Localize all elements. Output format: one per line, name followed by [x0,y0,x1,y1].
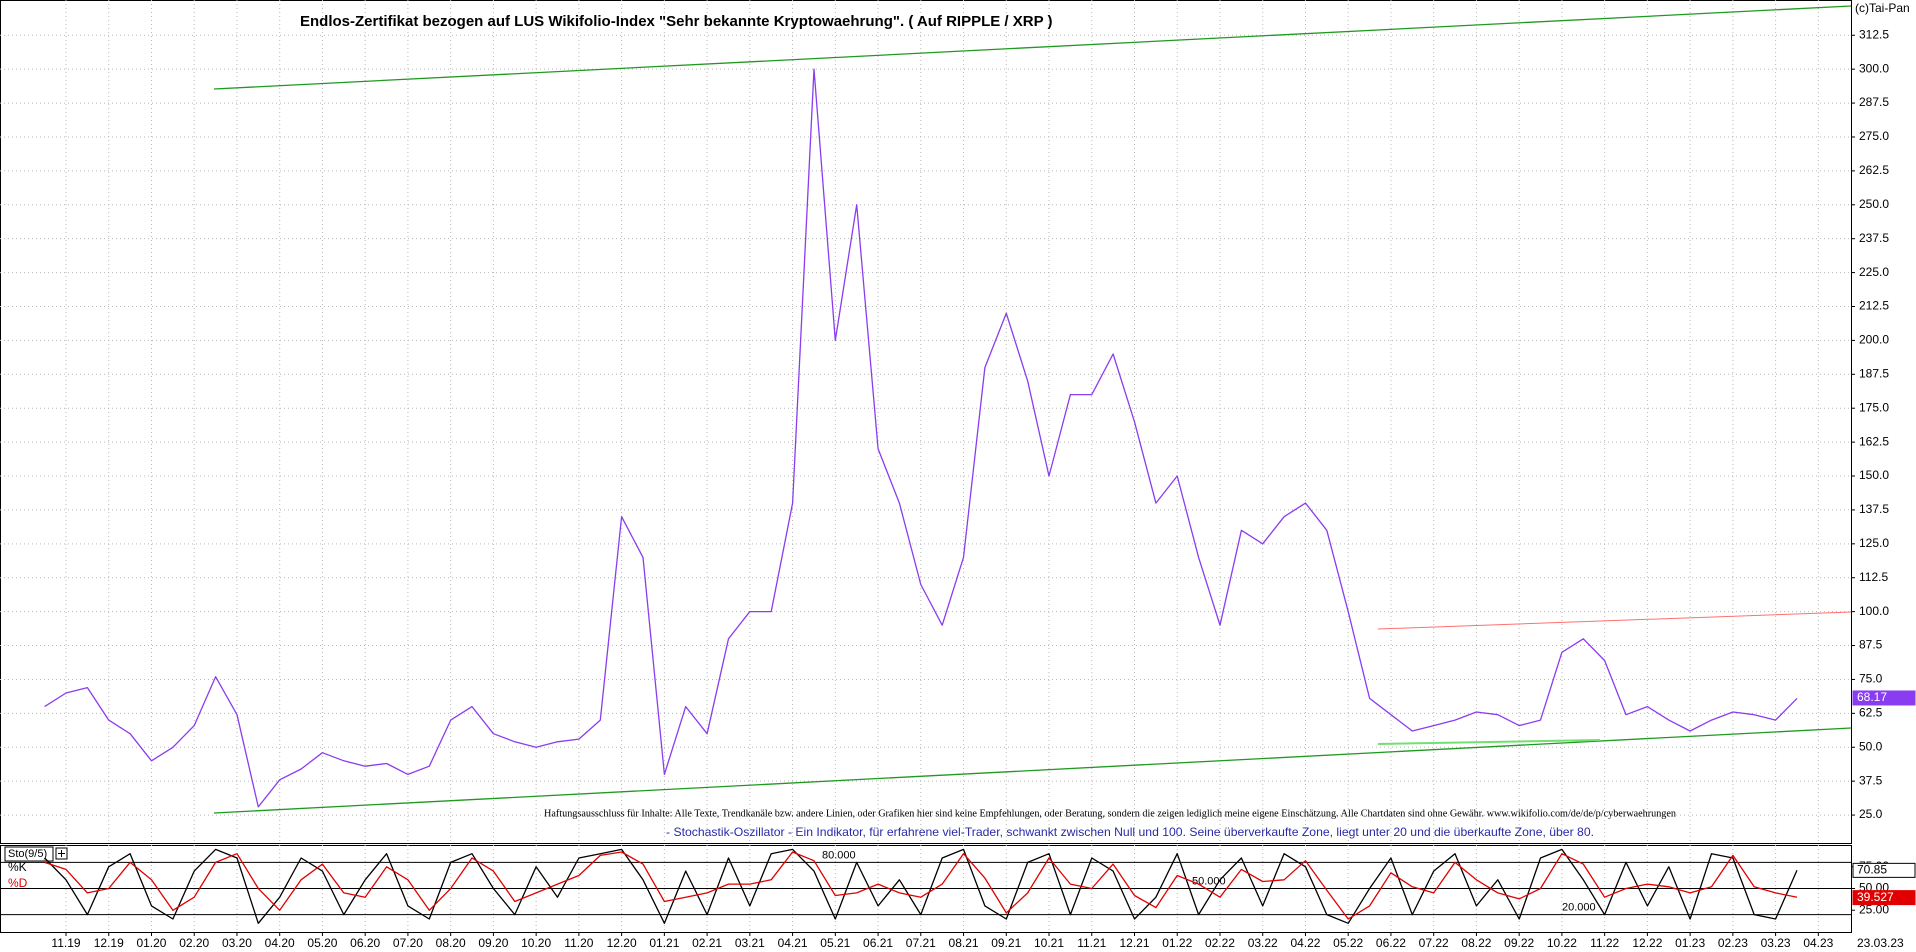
last-value-box [1852,890,1916,906]
x-tick-label: 05.21 [820,936,850,950]
y-tick-label: 175.0 [1859,400,1889,414]
x-tick-label: 03.23 [1761,936,1791,950]
x-tick-label: 02.23 [1718,936,1748,950]
legend-entry: %D [8,876,28,890]
y-tick-label: 125.0 [1859,536,1889,550]
chart-title: Endlos-Zertifikat bezogen auf LUS Wikifo… [300,13,1053,30]
price-panel-frame [0,0,1852,844]
y-tick-label: 200.0 [1859,333,1889,347]
last-value-label: 70.85 [1857,863,1887,877]
indicator-title: Sto(9/5) [8,848,47,860]
y-tick-label: 250.0 [1859,197,1889,211]
x-tick-label: 02.21 [692,936,722,950]
y-tick-label: 275.0 [1859,129,1889,143]
series-line [44,848,1798,924]
y-tick-label: 287.5 [1859,95,1889,109]
x-tick-label: 12.21 [1119,936,1149,950]
y-tick-label: 300.0 [1859,61,1889,75]
y-tick-label: 37.5 [1859,773,1883,787]
y-tick-label: 312.5 [1859,27,1889,41]
x-tick-label: 12.20 [607,936,637,950]
lower-trend-line [213,727,1852,814]
last-value-box [1852,862,1916,878]
level-label: 20.000 [1562,902,1596,914]
x-tick-label: 08.20 [436,936,466,950]
y-tick-label: 75.0 [1859,672,1883,686]
x-tick-label: 12.22 [1632,936,1662,950]
y-tick-label: 262.5 [1859,163,1889,177]
disclaimer: Haftungsausschluss für Inhalte: Alle Tex… [544,808,1676,819]
y-tick-label: 150.0 [1859,468,1889,482]
y-tick-label: 50.0 [1859,739,1883,753]
x-tick-label: 09.22 [1504,936,1534,950]
x-tick-label: 02.22 [1205,936,1235,950]
y-tick-label: 100.0 [1859,604,1889,618]
x-tick-label: 06.22 [1376,936,1406,950]
x-tick-label: 05.20 [307,936,337,950]
x-tick-label: 05.22 [1333,936,1363,950]
x-tick-label: 03.20 [222,936,252,950]
x-tick-label: 09.21 [991,936,1021,950]
x-tick-label: 01.22 [1162,936,1192,950]
y-tick-label: 62.5 [1859,706,1883,720]
y-tick-label: 112.5 [1859,570,1888,584]
x-tick-label: 03.21 [735,936,765,950]
x-tick-label: 10.22 [1547,936,1577,950]
series-line [44,851,1798,920]
copyright: (c)Tai-Pan [1855,1,1910,15]
x-tick-label: 11.22 [1590,936,1619,950]
y-tick-label: 25.0 [1859,807,1883,821]
resistance-line [1377,611,1852,630]
toggle-icon [58,850,65,857]
x-tick-label: 08.21 [949,936,979,950]
x-tick-label: 10.21 [1034,936,1064,950]
x-tick-label: 01.23 [1675,936,1705,950]
y-tick-label: 237.5 [1859,231,1889,245]
x-tick-label: 11.20 [564,936,593,950]
y-tick-label: 162.5 [1859,434,1889,448]
x-tick-label: 10.20 [521,936,551,950]
x-tick-label: 07.22 [1419,936,1449,950]
last-value-label: 39.527 [1857,890,1894,904]
x-tick-label: 09.20 [478,936,508,950]
indicator-box [4,846,54,862]
y-tick-label: 87.5 [1859,638,1883,652]
x-tick-label: 04.22 [1290,936,1320,950]
x-tick-label: 11.19 [51,936,80,950]
last-value-label: 68.17 [1857,690,1887,704]
indicator-note: - Stochastik-Oszillator - Ein Indikator,… [666,825,1594,839]
y-tick-label: 137.5 [1859,502,1889,516]
x-tick-label: 07.20 [393,936,423,950]
x-tick-label: 11.21 [1077,936,1106,950]
last-value-box [1852,690,1916,706]
x-tick-label: 04.20 [265,936,295,950]
y-tick-label: 212.5 [1859,299,1889,313]
x-tick-label: 03.22 [1248,936,1278,950]
level-label: 80.000 [822,849,856,861]
x-tick-label: 06.20 [350,936,380,950]
x-tick-label: 02.20 [179,936,209,950]
x-tick-label: 01.20 [136,936,166,950]
last-date-label: 23.03.23 [1857,936,1904,950]
y-tick-label: 225.0 [1859,265,1889,279]
legend-entry: %K [8,860,27,874]
x-tick-label: 06.21 [863,936,893,950]
x-tick-label: 04.23 [1803,936,1833,950]
x-tick-label: 01.21 [649,936,679,950]
x-tick-label: 07.21 [906,936,936,950]
x-tick-label: 12.19 [94,936,124,950]
x-tick-label: 04.21 [778,936,808,950]
upper-trend-line [213,5,1852,90]
y-tick-label: 25.00 [1859,902,1889,916]
series-line [44,68,1798,808]
support-line [1377,739,1601,745]
y-tick-label: 187.5 [1859,366,1889,380]
level-label: 50.000 [1192,875,1226,887]
x-tick-label: 08.22 [1461,936,1491,950]
